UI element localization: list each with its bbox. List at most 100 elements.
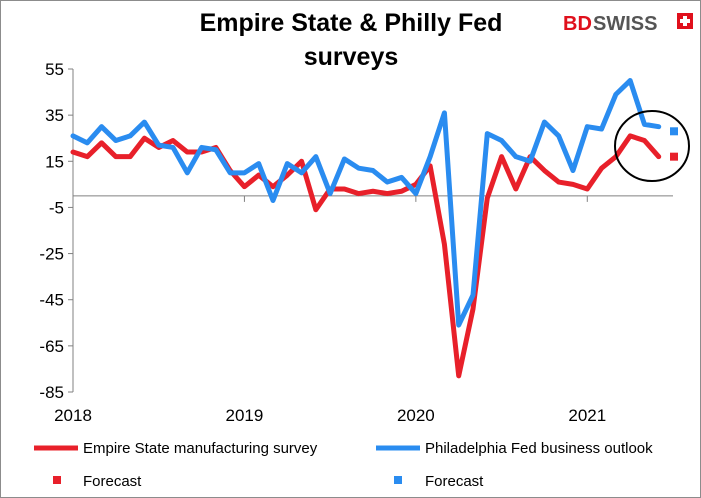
data-point-philly xyxy=(272,200,274,202)
data-point-empire xyxy=(515,188,517,190)
data-point-empire xyxy=(86,156,88,158)
series-layer xyxy=(70,78,662,379)
data-point-empire xyxy=(658,156,660,158)
data-point-empire xyxy=(143,137,145,139)
data-point-empire xyxy=(501,156,503,158)
legend-label-philly: Philadelphia Fed business outlook xyxy=(425,440,653,457)
data-point-empire xyxy=(129,156,131,158)
data-point-philly xyxy=(86,142,88,144)
legend-item-empire: Empire State manufacturing survey xyxy=(34,440,318,457)
data-point-empire xyxy=(401,190,403,192)
data-point-philly xyxy=(472,294,474,296)
y-tick-label: -85 xyxy=(39,383,64,402)
data-point-philly xyxy=(401,176,403,178)
data-point-philly xyxy=(286,163,288,165)
data-point-philly xyxy=(458,324,460,326)
x-tick-label: 2020 xyxy=(397,406,435,425)
data-point-philly xyxy=(529,160,531,162)
data-point-philly xyxy=(586,126,588,128)
data-point-empire xyxy=(358,193,360,195)
data-point-empire xyxy=(72,151,74,153)
y-tick-label: 15 xyxy=(45,152,64,171)
forecast-point-empire xyxy=(670,152,678,161)
data-point-philly xyxy=(158,144,160,146)
data-point-empire xyxy=(272,186,274,188)
data-point-empire xyxy=(372,190,374,192)
data-point-philly xyxy=(358,167,360,169)
legend-label-empire-forecast: Forecast xyxy=(83,473,142,490)
data-point-philly xyxy=(329,193,331,195)
data-point-empire xyxy=(258,174,260,176)
data-point-empire xyxy=(186,151,188,153)
data-point-philly xyxy=(501,140,503,142)
data-point-philly xyxy=(229,172,231,174)
data-point-empire xyxy=(586,188,588,190)
data-point-philly xyxy=(429,156,431,158)
legend: Empire State manufacturing survey Philad… xyxy=(34,440,653,490)
data-point-empire xyxy=(286,174,288,176)
data-point-empire xyxy=(343,188,345,190)
chart-title-line-1: Empire State & Philly Fed xyxy=(200,9,503,37)
data-point-empire xyxy=(243,186,245,188)
data-point-empire xyxy=(315,209,317,211)
legend-label-empire: Empire State manufacturing survey xyxy=(83,440,318,457)
data-point-empire xyxy=(486,197,488,199)
data-point-empire xyxy=(601,167,603,169)
data-point-philly xyxy=(543,121,545,123)
data-point-empire xyxy=(115,156,117,158)
data-point-empire xyxy=(558,181,560,183)
data-point-philly xyxy=(415,193,417,195)
y-tick-label: -25 xyxy=(39,245,64,264)
data-point-empire xyxy=(443,243,445,245)
data-point-philly xyxy=(615,93,617,95)
y-tick-label: -5 xyxy=(49,198,64,217)
y-axis-ticks: 55 35 15 -5 -25 -45 -65 -85 xyxy=(39,60,73,402)
legend-swatch-philly-forecast xyxy=(394,476,402,484)
data-point-empire xyxy=(386,193,388,195)
legend-item-philly: Philadelphia Fed business outlook xyxy=(376,440,653,457)
data-point-empire xyxy=(429,165,431,167)
x-axis-ticks: 2018 2019 2020 2021 xyxy=(54,195,606,425)
data-point-philly xyxy=(201,146,203,148)
data-point-philly xyxy=(301,172,303,174)
y-tick-label: 35 xyxy=(45,106,64,125)
series-line-philly xyxy=(70,78,662,328)
data-point-philly xyxy=(443,112,445,114)
data-point-philly xyxy=(386,181,388,183)
forecast-point-philly xyxy=(670,127,678,136)
data-point-philly xyxy=(601,128,603,130)
data-point-philly xyxy=(515,156,517,158)
x-tick-label: 2018 xyxy=(54,406,92,425)
data-point-philly xyxy=(343,158,345,160)
data-point-philly xyxy=(558,135,560,137)
data-point-empire xyxy=(543,170,545,172)
data-point-philly xyxy=(372,170,374,172)
y-tick-label: 55 xyxy=(45,60,64,79)
data-point-philly xyxy=(115,140,117,142)
data-point-philly xyxy=(629,80,631,82)
data-point-empire xyxy=(301,160,303,162)
data-point-philly xyxy=(101,126,103,128)
data-point-empire xyxy=(572,183,574,185)
y-tick-label: -65 xyxy=(39,337,64,356)
legend-swatch-empire-forecast xyxy=(53,476,61,484)
data-point-empire xyxy=(629,135,631,137)
chart-title-line-2: surveys xyxy=(304,43,399,71)
y-tick-label: -45 xyxy=(39,291,64,310)
data-point-philly xyxy=(172,146,174,148)
data-point-empire xyxy=(643,140,645,142)
data-point-empire xyxy=(415,183,417,185)
series-line-empire xyxy=(70,133,662,379)
data-point-philly xyxy=(572,170,574,172)
data-point-philly xyxy=(315,156,317,158)
legend-item-philly-forecast: Forecast xyxy=(394,473,484,490)
forecast-highlight-ellipse xyxy=(614,110,690,182)
data-point-philly xyxy=(243,172,245,174)
data-point-philly xyxy=(258,163,260,165)
data-point-philly xyxy=(643,123,645,125)
data-point-philly xyxy=(72,135,74,137)
forecast-layer xyxy=(670,127,678,161)
logo-text-swiss: SWISS xyxy=(593,13,657,35)
